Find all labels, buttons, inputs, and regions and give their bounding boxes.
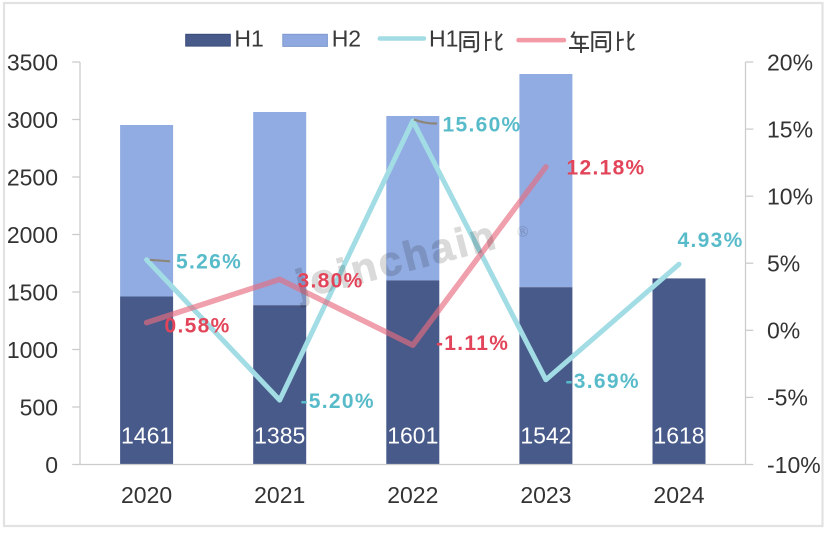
svg-text:2022: 2022 (387, 482, 438, 508)
svg-text:-1.11%: -1.11% (436, 332, 509, 355)
svg-text:500: 500 (20, 394, 58, 420)
svg-text:1385: 1385 (254, 423, 305, 449)
svg-text:3.80%: 3.80% (298, 269, 364, 292)
svg-text:2000: 2000 (7, 222, 58, 248)
svg-text:20%: 20% (767, 49, 813, 75)
svg-text:15%: 15% (767, 116, 813, 142)
svg-text:12.18%: 12.18% (567, 156, 646, 179)
svg-text:1542: 1542 (520, 423, 571, 449)
svg-text:2500: 2500 (7, 164, 58, 190)
svg-text:0.58%: 0.58% (165, 314, 231, 337)
svg-text:-5%: -5% (767, 385, 808, 411)
svg-text:H2: H2 (332, 26, 361, 52)
svg-text:10%: 10% (767, 184, 813, 210)
svg-text:H1: H1 (234, 26, 263, 52)
svg-text:2021: 2021 (254, 482, 305, 508)
svg-text:0%: 0% (767, 318, 800, 344)
svg-text:2024: 2024 (653, 482, 704, 508)
svg-text:3000: 3000 (7, 107, 58, 133)
svg-text:-3.69%: -3.69% (566, 370, 640, 393)
svg-text:®: ® (515, 222, 530, 241)
svg-text:15.60%: 15.60% (443, 114, 522, 137)
svg-text:0: 0 (45, 452, 58, 478)
svg-text:5%: 5% (767, 251, 800, 277)
svg-text:1461: 1461 (121, 423, 172, 449)
svg-text:2023: 2023 (520, 482, 571, 508)
svg-text:2020: 2020 (121, 482, 172, 508)
svg-text:5.26%: 5.26% (176, 250, 242, 273)
svg-text:1601: 1601 (387, 423, 438, 449)
svg-text:1500: 1500 (7, 279, 58, 305)
svg-text:3500: 3500 (7, 49, 58, 75)
svg-text:-10%: -10% (767, 452, 821, 478)
svg-text:-5.20%: -5.20% (301, 390, 375, 413)
svg-text:4.93%: 4.93% (678, 229, 744, 252)
svg-text:1618: 1618 (653, 423, 704, 449)
svg-text:H1: H1 (429, 26, 458, 52)
svg-text:1000: 1000 (7, 337, 58, 363)
